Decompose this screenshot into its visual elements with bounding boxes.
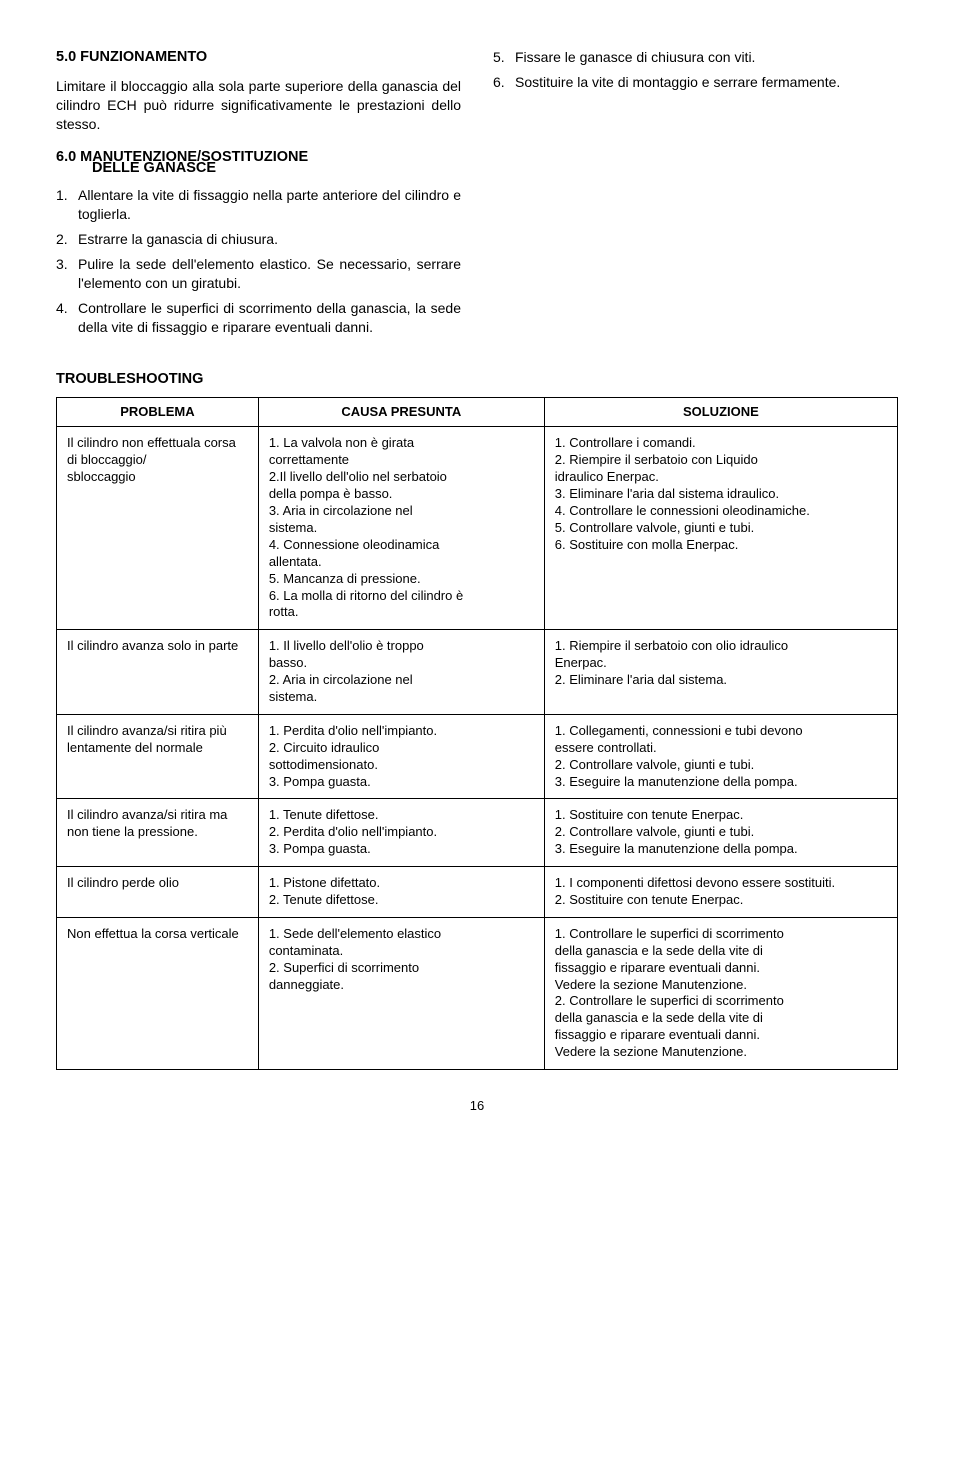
th-soluzione: SOLUZIONE <box>544 397 897 427</box>
list-num: 3. <box>56 255 78 293</box>
cell-soluzione: 1. Sostituire con tenute Enerpac. 2. Con… <box>544 799 897 867</box>
list-text: Fissare le ganasce di chiusura con viti. <box>515 48 898 67</box>
th-causa: CAUSA PRESUNTA <box>258 397 544 427</box>
cell-problema: Il cilindro perde olio <box>57 867 259 918</box>
table-row: Non effettua la corsa verticale 1. Sede … <box>57 917 898 1069</box>
cell-problema: Il cilindro avanza/si ritira ma non tien… <box>57 799 259 867</box>
cell-causa: 1. Perdita d'olio nell'impianto. 2. Circ… <box>258 714 544 799</box>
list-num: 5. <box>493 48 515 67</box>
list-text: Estrarre la ganascia di chiusura. <box>78 230 461 249</box>
list-num: 2. <box>56 230 78 249</box>
th-problema: PROBLEMA <box>57 397 259 427</box>
table-row: Il cilindro avanza/si ritira più lentame… <box>57 714 898 799</box>
cell-causa: 1. Sede dell'elemento elastico contamina… <box>258 917 544 1069</box>
list-num: 6. <box>493 73 515 92</box>
cell-problema: Il cilindro non effettuala corsa di bloc… <box>57 427 259 630</box>
list-text: Allentare la vite di fissaggio nella par… <box>78 186 461 224</box>
list-item: 3.Pulire la sede dell'elemento elastico.… <box>56 255 461 293</box>
list-num: 1. <box>56 186 78 224</box>
cell-causa: 1. Il livello dell'olio è troppo basso. … <box>258 630 544 715</box>
heading-5-0: 5.0 FUNZIONAMENTO <box>56 48 461 67</box>
table-body: Il cilindro non effettuala corsa di bloc… <box>57 427 898 1070</box>
cell-problema: Il cilindro avanza solo in parte <box>57 630 259 715</box>
page-number: 16 <box>56 1098 898 1113</box>
right-column: 5.Fissare le ganasce di chiusura con vit… <box>493 48 898 343</box>
cell-causa: 1. Pistone difettato. 2. Tenute difettos… <box>258 867 544 918</box>
list-item: 4.Controllare le superfici di scorriment… <box>56 299 461 337</box>
cell-soluzione: 1. Controllare le superfici di scorrimen… <box>544 917 897 1069</box>
cell-problema: Il cilindro avanza/si ritira più lentame… <box>57 714 259 799</box>
list-right: 5.Fissare le ganasce di chiusura con vit… <box>493 48 898 92</box>
list-item: 2.Estrarre la ganascia di chiusura. <box>56 230 461 249</box>
cell-causa: 1. La valvola non è girata correttamente… <box>258 427 544 630</box>
cell-soluzione: 1. Riempire il serbatoio con olio idraul… <box>544 630 897 715</box>
troubleshooting-table: PROBLEMA CAUSA PRESUNTA SOLUZIONE Il cil… <box>56 397 898 1070</box>
list-item: 5.Fissare le ganasce di chiusura con vit… <box>493 48 898 67</box>
table-row: Il cilindro non effettuala corsa di bloc… <box>57 427 898 630</box>
list-item: 6.Sostituire la vite di montaggio e serr… <box>493 73 898 92</box>
left-column: 5.0 FUNZIONAMENTO Limitare il bloccaggio… <box>56 48 461 343</box>
table-row: Il cilindro perde olio 1. Pistone difett… <box>57 867 898 918</box>
troubleshooting-heading: TROUBLESHOOTING <box>56 371 898 387</box>
list-text: Pulire la sede dell'elemento elastico. S… <box>78 255 461 293</box>
list-num: 4. <box>56 299 78 337</box>
table-row: Il cilindro avanza solo in parte 1. Il l… <box>57 630 898 715</box>
paragraph-5-0: Limitare il bloccaggio alla sola parte s… <box>56 77 461 134</box>
list-6-0: 1.Allentare la vite di fissaggio nella p… <box>56 186 461 336</box>
cell-soluzione: 1. Controllare i comandi. 2. Riempire il… <box>544 427 897 630</box>
table-header-row: PROBLEMA CAUSA PRESUNTA SOLUZIONE <box>57 397 898 427</box>
cell-soluzione: 1. I componenti difettosi devono essere … <box>544 867 897 918</box>
top-two-column: 5.0 FUNZIONAMENTO Limitare il bloccaggio… <box>56 48 898 343</box>
list-text: Controllare le superfici di scorrimento … <box>78 299 461 337</box>
cell-problema: Non effettua la corsa verticale <box>57 917 259 1069</box>
list-text: Sostituire la vite di montaggio e serrar… <box>515 73 898 92</box>
table-row: Il cilindro avanza/si ritira ma non tien… <box>57 799 898 867</box>
cell-soluzione: 1. Collegamenti, connessioni e tubi devo… <box>544 714 897 799</box>
cell-causa: 1. Tenute difettose. 2. Perdita d'olio n… <box>258 799 544 867</box>
list-item: 1.Allentare la vite di fissaggio nella p… <box>56 186 461 224</box>
